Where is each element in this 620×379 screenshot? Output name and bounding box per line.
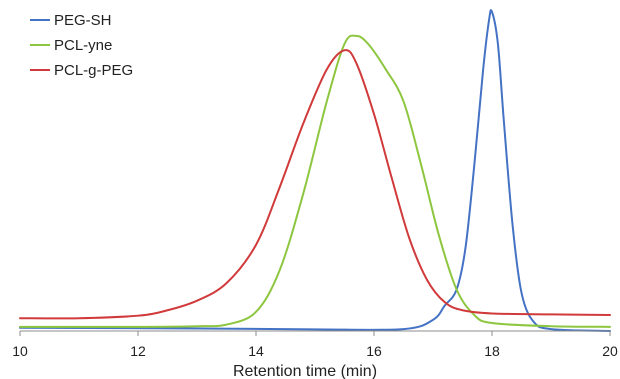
x-axis-title: Retention time (min) [233, 363, 377, 379]
series-layer [19, 9, 611, 332]
x-tick-label-10: 10 [12, 343, 28, 359]
x-tick-label-12: 12 [130, 343, 146, 359]
series-line-pcl-yne [19, 34, 611, 328]
legend: PEG-SH PCL-yne PCL-g-PEG [30, 12, 133, 79]
x-axis: 10 12 14 16 18 20 [12, 330, 618, 359]
x-tick-label-16: 16 [366, 343, 382, 359]
legend-label-pcl-yne: PCL-yne [54, 37, 112, 54]
series-line-pcl-g-peg [19, 49, 611, 320]
series-line-peg-sh [19, 9, 611, 332]
x-tick-label-14: 14 [248, 343, 264, 359]
x-tick-label-18: 18 [484, 343, 500, 359]
x-tick-label-20: 20 [602, 343, 618, 359]
legend-label-pcl-g-peg: PCL-g-PEG [54, 62, 133, 79]
legend-label-peg-sh: PEG-SH [54, 12, 112, 29]
